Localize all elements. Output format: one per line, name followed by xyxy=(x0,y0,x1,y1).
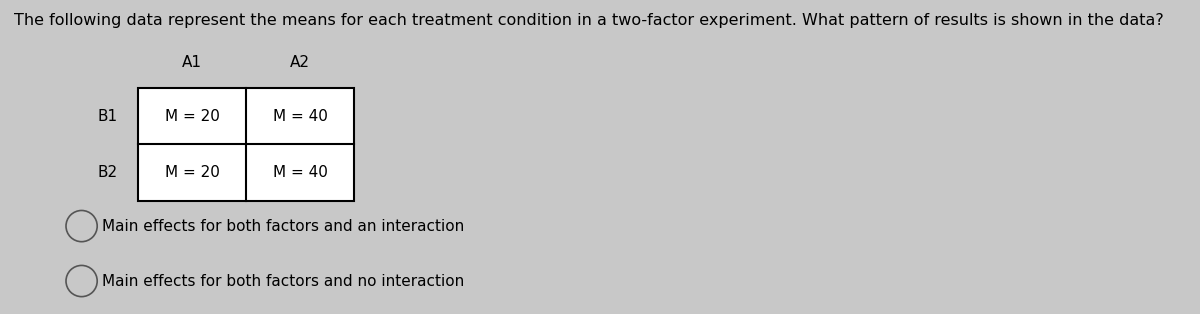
Text: M = 20: M = 20 xyxy=(164,165,220,180)
Text: Main effects for both factors and no interaction: Main effects for both factors and no int… xyxy=(102,273,464,289)
Text: A1: A1 xyxy=(182,55,202,70)
Text: B1: B1 xyxy=(98,109,118,124)
Text: M = 20: M = 20 xyxy=(164,109,220,124)
Text: The following data represent the means for each treatment condition in a two-fac: The following data represent the means f… xyxy=(14,13,1164,28)
Text: M = 40: M = 40 xyxy=(272,109,328,124)
Text: M = 40: M = 40 xyxy=(272,165,328,180)
Text: A2: A2 xyxy=(290,55,310,70)
Text: Main effects for both factors and an interaction: Main effects for both factors and an int… xyxy=(102,219,464,234)
Text: B2: B2 xyxy=(98,165,118,180)
Bar xyxy=(138,88,354,201)
